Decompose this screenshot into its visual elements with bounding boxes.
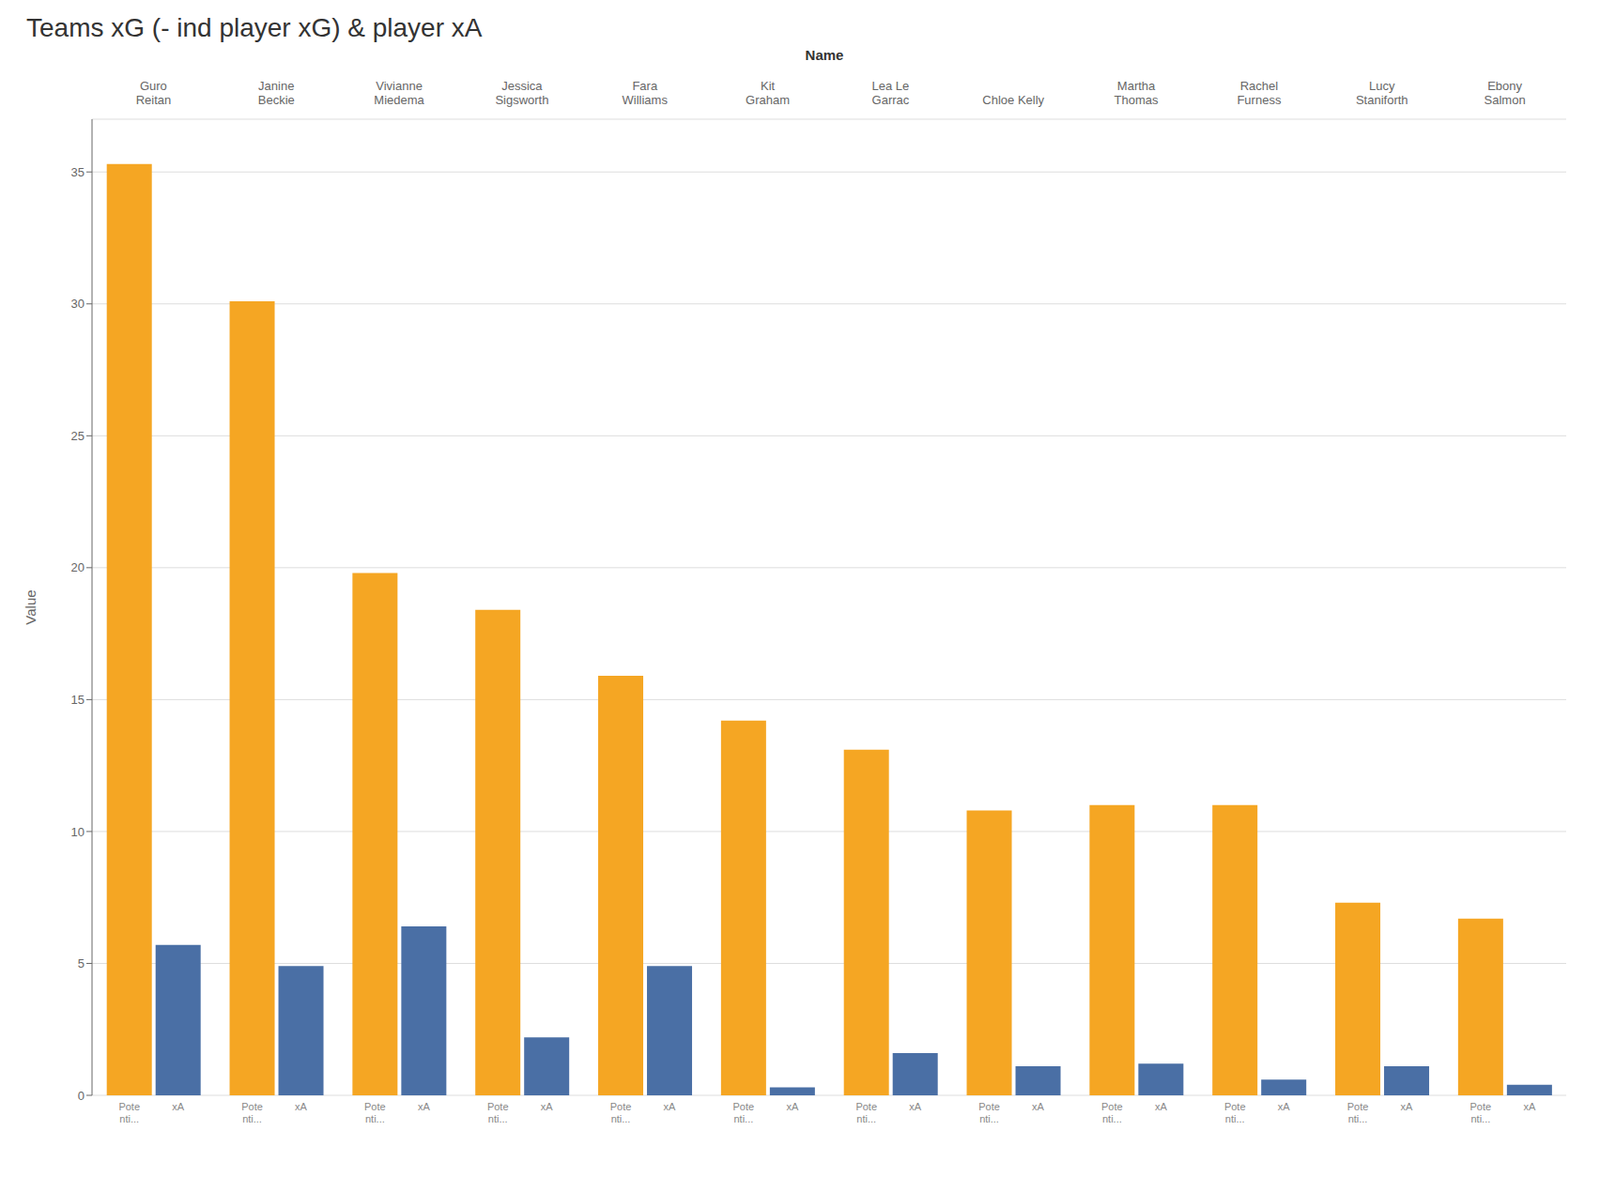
svg-text:JanineBeckie: JanineBeckie [258,78,295,108]
svg-text:xA: xA [663,1101,677,1113]
svg-text:35: 35 [71,165,85,180]
svg-text:Chloe Kelly: Chloe Kelly [982,92,1045,108]
svg-text:25: 25 [71,429,85,444]
svg-text:GuroReitan: GuroReitan [136,78,172,108]
svg-text:Potenti...: Potenti... [855,1101,877,1125]
html-text:Name: Name [805,46,844,63]
svg-text:Potenti...: Potenti... [241,1101,263,1125]
svg-text:RachelFurness: RachelFurness [1236,78,1281,108]
svg-text:Potenti...: Potenti... [118,1101,140,1125]
svg-text:20: 20 [71,560,85,575]
svg-text:EbonySalmon: EbonySalmon [1484,78,1526,108]
svg-text:15: 15 [71,692,85,708]
html-text:Teams xG (- ind player xG) & p: Teams xG (- ind player xG) & player xA [26,13,483,43]
svg-text:xA: xA [171,1101,185,1113]
svg-text:5: 5 [77,956,85,971]
svg-text:LucyStaniforth: LucyStaniforth [1355,78,1409,108]
svg-text:Potenti...: Potenti... [364,1101,386,1125]
svg-text:xA: xA [1277,1101,1292,1113]
svg-text:Potenti...: Potenti... [733,1101,755,1125]
svg-text:Potenti...: Potenti... [1347,1101,1370,1125]
svg-text:xA: xA [1031,1101,1046,1113]
svg-text:xA: xA [1523,1101,1537,1113]
svg-text:Potenti...: Potenti... [1101,1101,1124,1125]
svg-text:Potenti...: Potenti... [610,1101,632,1125]
svg-text:0: 0 [77,1089,85,1104]
svg-text:MarthaThomas: MarthaThomas [1114,78,1159,108]
svg-text:Lea LeGarrac: Lea LeGarrac [872,78,910,108]
svg-text:xA: xA [908,1101,923,1113]
svg-text:xA: xA [294,1101,308,1113]
svg-text:VivianneMiedema: VivianneMiedema [373,78,425,108]
svg-text:10: 10 [71,825,85,840]
svg-text:xA: xA [1154,1101,1169,1113]
svg-text:Potenti...: Potenti... [1224,1101,1247,1125]
svg-text:Potenti...: Potenti... [978,1101,1000,1125]
svg-text:KitGraham: KitGraham [745,78,790,108]
svg-text:JessicaSigsworth: JessicaSigsworth [494,78,549,108]
svg-text:xA: xA [1400,1101,1415,1113]
svg-text:xA: xA [785,1101,800,1113]
svg-text:Potenti...: Potenti... [487,1101,509,1125]
svg-text:xA: xA [540,1101,554,1113]
svg-text:Potenti...: Potenti... [1470,1101,1493,1125]
svg-text:FaraWilliams: FaraWilliams [622,78,669,108]
svg-text:Value: Value [22,589,39,625]
svg-text:30: 30 [71,296,85,311]
svg-text:xA: xA [417,1101,431,1113]
